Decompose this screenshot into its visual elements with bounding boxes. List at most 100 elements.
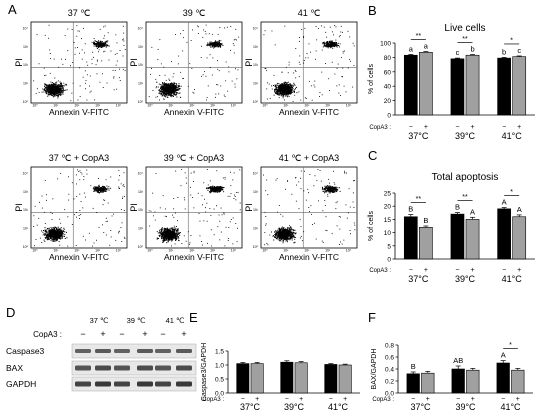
- flow-dot: [52, 89, 54, 90]
- flow-dot: [160, 85, 162, 87]
- flow-dot: [102, 188, 104, 189]
- flow-dot: [328, 42, 330, 44]
- flow-dot: [218, 42, 220, 44]
- flow-dot: [156, 238, 158, 240]
- flow-dot: [329, 44, 331, 46]
- flow-dot: [211, 43, 213, 45]
- flow-dot: [49, 236, 51, 238]
- flow-dot: [182, 37, 184, 39]
- flow-dot: [54, 95, 56, 97]
- flow-dot: [60, 222, 62, 224]
- flow-dot: [53, 90, 55, 92]
- flow-dot: [102, 45, 104, 47]
- flow-dot: [123, 236, 125, 238]
- flow-dot: [122, 198, 123, 199]
- flow-dot: [206, 57, 208, 59]
- flow-y-tick: 10¹: [253, 82, 259, 86]
- flow-dot: [161, 233, 163, 235]
- flow-dot: [62, 87, 64, 89]
- flow-dot: [168, 234, 170, 235]
- flow-dot: [285, 87, 287, 89]
- flow-dot: [276, 90, 278, 92]
- flow-dot: [174, 87, 176, 89]
- flow-dot: [162, 239, 164, 241]
- flow-dot: [64, 35, 66, 36]
- flow-dot: [170, 83, 172, 85]
- flow-dot: [172, 91, 173, 93]
- flow-dot: [121, 222, 123, 224]
- flow-dot: [54, 229, 56, 231]
- flow-dot: [84, 70, 86, 72]
- flow-dot: [175, 233, 177, 235]
- flow-dot: [59, 231, 61, 233]
- flow-dot: [275, 93, 277, 94]
- flow-dot: [98, 188, 100, 190]
- flow-dot: [318, 28, 319, 29]
- flow-dot: [169, 232, 171, 234]
- flow-dot: [57, 227, 59, 229]
- flow-dot: [219, 43, 221, 45]
- flow-dot: [53, 94, 55, 96]
- flow-dot: [99, 45, 101, 47]
- flow-dot: [46, 88, 48, 90]
- flow-dot: [42, 231, 44, 233]
- flow-dot: [54, 240, 56, 242]
- flow-dot: [165, 93, 166, 95]
- flow-dot: [53, 95, 55, 97]
- flow-dot: [192, 91, 194, 93]
- flow-dot: [159, 39, 161, 41]
- flow-dot: [47, 89, 49, 91]
- flow-dot: [340, 31, 342, 33]
- flow-dot: [169, 95, 171, 96]
- flow-dot: [52, 92, 54, 94]
- flow-dot: [122, 55, 124, 57]
- flow-dot: [56, 90, 58, 92]
- flow-dot: [91, 42, 93, 43]
- flow-dot: [74, 214, 75, 216]
- flow-dot: [334, 43, 336, 45]
- flow-dot: [103, 26, 105, 28]
- flow-dot: [216, 44, 218, 46]
- flow-dot: [336, 42, 337, 43]
- flow-dot: [290, 92, 292, 94]
- flow-dot: [285, 88, 287, 90]
- flow-dot: [278, 83, 280, 84]
- flow-dot: [287, 92, 289, 94]
- flow-dot: [350, 60, 351, 62]
- flow-dot: [167, 238, 169, 239]
- flow-dot: [55, 238, 57, 240]
- flow-dot: [279, 93, 281, 95]
- flow-dot: [81, 58, 83, 60]
- flow-dot: [33, 226, 35, 227]
- flow-dot: [338, 92, 340, 94]
- flow-dot: [344, 50, 345, 52]
- flow-dot: [59, 87, 61, 89]
- flow-dot: [165, 228, 167, 230]
- flow-dot: [97, 186, 99, 188]
- flow-dot: [99, 188, 101, 190]
- flow-dot: [333, 42, 335, 44]
- flow-dot: [95, 186, 97, 188]
- flow-dot: [163, 235, 165, 237]
- flow-dot: [160, 236, 162, 238]
- flow-dot: [94, 44, 96, 45]
- flow-dot: [104, 189, 106, 191]
- flow-dot: [331, 41, 333, 43]
- flow-dot: [86, 74, 88, 76]
- flow-dot: [209, 43, 211, 45]
- flow-dot: [96, 188, 98, 190]
- flow-dot: [286, 86, 288, 87]
- flow-dot: [162, 234, 164, 236]
- flow-dot: [289, 85, 291, 87]
- flow-dot: [221, 43, 223, 45]
- flow-dot: [71, 92, 73, 94]
- flow-dot: [210, 43, 211, 45]
- flow-dot: [271, 30, 273, 32]
- flow-dot: [64, 89, 66, 91]
- flow-dot: [44, 233, 46, 235]
- flow-dot: [286, 92, 288, 94]
- flow-dot: [175, 86, 177, 88]
- flow-dot: [51, 91, 53, 93]
- flow-dot: [98, 43, 100, 45]
